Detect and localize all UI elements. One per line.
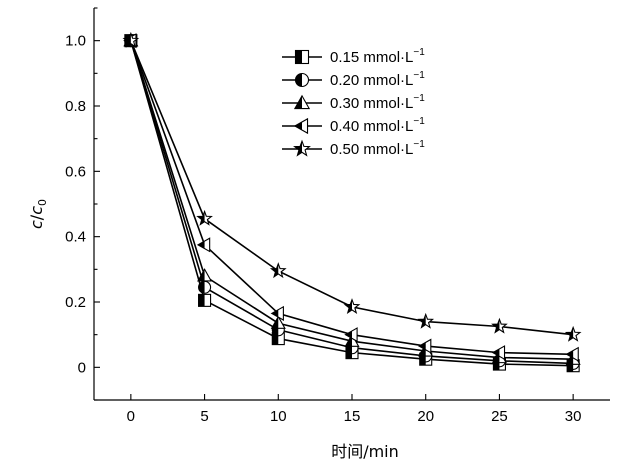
data-point-s5-x5	[196, 209, 213, 226]
legend-marker-5	[293, 139, 311, 157]
legend-label-2: 0.20 mmol·L−1	[330, 70, 425, 89]
x-tick-label-0: 0	[127, 408, 135, 425]
legend-label-text-1: 0.15 mmol·L	[330, 49, 413, 66]
data-point-s5-x10	[269, 262, 287, 279]
x-axis-title: 时间/min	[331, 442, 399, 461]
series-5	[122, 31, 582, 342]
x-tick-label-10: 10	[270, 408, 287, 425]
data-point-s5-x30	[564, 325, 582, 342]
legend-label-sup-4: −1	[413, 116, 425, 127]
x-tick-label-25: 25	[491, 408, 508, 425]
legend-label-sup-1: −1	[413, 47, 425, 58]
data-point-s4-x20	[417, 338, 432, 354]
legend-marker-4	[293, 117, 309, 135]
legend-marker-1	[294, 49, 310, 65]
x-tick-label-5: 5	[200, 408, 208, 425]
y-axis-title-slash: /	[27, 214, 46, 220]
legend-item-2: 0.20 mmol·L−1	[282, 70, 425, 89]
data-point-s3-x10	[270, 315, 286, 329]
y-axis-title-c0: c	[27, 206, 46, 215]
legend-item-1: 0.15 mmol·L−1	[282, 47, 425, 66]
legend-item-5: 0.50 mmol·L−1	[282, 139, 425, 158]
y-tick-label-0.8: 0.8	[65, 98, 86, 115]
x-ticks: 0 5 10 15 20 25 30	[127, 394, 582, 425]
legend-label-sup-2: −1	[413, 70, 425, 81]
x-tick-label-20: 20	[417, 408, 434, 425]
legend-label-3: 0.30 mmol·L−1	[330, 93, 425, 112]
y-tick-label-0.2: 0.2	[65, 294, 86, 311]
legend-label-1: 0.15 mmol·L−1	[330, 47, 425, 66]
data-point-s2-x5	[198, 280, 212, 294]
legend-label-4: 0.40 mmol·L−1	[330, 116, 425, 135]
y-axis-title-c: c	[27, 220, 46, 229]
y-tick-label-1.0: 1.0	[65, 33, 86, 50]
y-tick-label-0.6: 0.6	[65, 163, 86, 180]
y-axis-title: c/c0	[27, 199, 49, 229]
data-point-s5-x25	[491, 317, 508, 334]
data-point-s4-x10	[270, 305, 284, 321]
legend-label-text-3: 0.30 mmol·L	[330, 95, 413, 112]
data-point-s5-x20	[417, 312, 435, 329]
data-point-s4-x15	[344, 327, 358, 343]
legend-label-text-4: 0.40 mmol·L	[330, 118, 413, 135]
series-3	[123, 32, 581, 365]
y-axis-title-subscript: 0	[36, 199, 49, 206]
series-group	[122, 31, 582, 373]
legend-marker-3	[293, 94, 311, 110]
data-point-s3-x5	[197, 268, 213, 282]
series-line-1	[130, 40, 574, 367]
legend-label-text-2: 0.20 mmol·L	[330, 72, 413, 89]
legend-label-sup-5: −1	[413, 139, 425, 150]
legend-label-5: 0.50 mmol·L−1	[330, 139, 425, 158]
legend-label-sup-3: −1	[413, 93, 425, 104]
legend-item-3: 0.30 mmol·L−1	[282, 93, 425, 112]
y-ticks: 0 0.2 0.4 0.6 0.8 1.0	[65, 7, 100, 401]
data-point-s5-x15	[343, 298, 361, 315]
y-tick-label-0.4: 0.4	[65, 229, 86, 246]
legend-label-text-5: 0.50 mmol·L	[330, 141, 413, 158]
legend: 0.15 mmol·L−10.20 mmol·L−10.30 mmol·L−10…	[282, 47, 425, 158]
x-tick-label-30: 30	[565, 408, 582, 425]
data-point-s4-x5	[196, 237, 211, 253]
data-point-s4-x25	[491, 345, 506, 361]
legend-item-4: 0.40 mmol·L−1	[282, 116, 425, 135]
data-point-s4-x30	[565, 346, 579, 362]
x-tick-label-15: 15	[344, 408, 361, 425]
y-tick-label-0: 0	[78, 359, 86, 376]
data-point-s1-x5	[198, 293, 212, 307]
data-point-s5-x0	[122, 31, 140, 48]
legend-marker-2	[294, 72, 310, 88]
